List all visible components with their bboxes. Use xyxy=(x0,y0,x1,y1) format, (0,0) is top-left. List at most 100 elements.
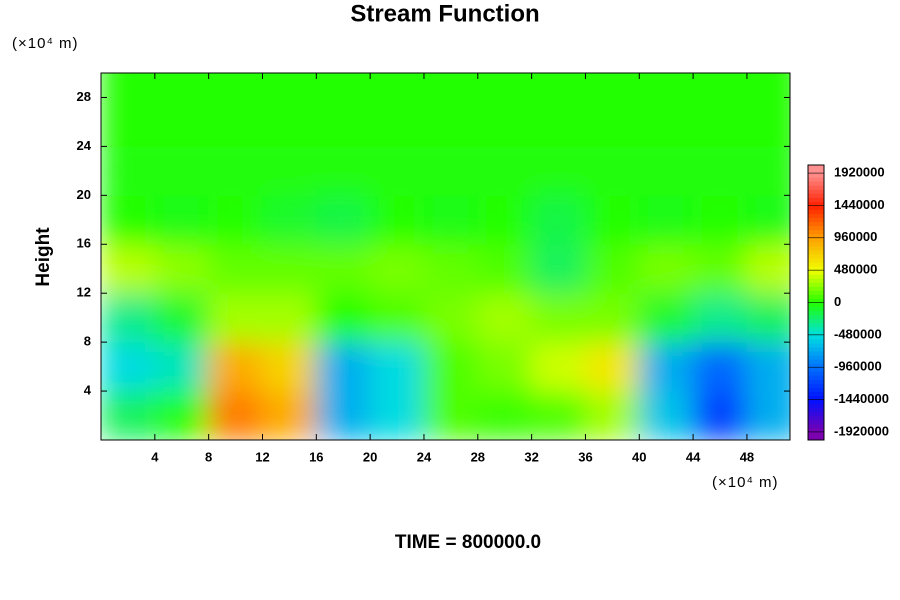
contour-cell xyxy=(423,194,479,245)
contour-cell xyxy=(477,243,533,294)
contour-cell xyxy=(692,194,748,245)
contour-cell xyxy=(315,73,371,98)
colorbar-band xyxy=(808,383,824,388)
contour-cell xyxy=(477,96,533,147)
contour-cell xyxy=(638,341,694,392)
colorbar-band xyxy=(808,367,824,372)
colorbar-band xyxy=(808,338,824,344)
contour-cell xyxy=(531,194,586,245)
contour-cell xyxy=(477,145,533,196)
y-tick-label: 8 xyxy=(84,334,91,349)
colorbar-tick-label: 480000 xyxy=(834,262,877,277)
contour-cell xyxy=(154,292,210,343)
contour-cell xyxy=(154,341,210,392)
colorbar-band xyxy=(808,237,824,243)
contour-cell xyxy=(477,292,533,343)
colorbar-band xyxy=(808,249,824,255)
colorbar-band xyxy=(808,355,824,360)
contour-cell xyxy=(746,96,790,147)
contour-cell xyxy=(477,194,533,245)
contour-cell xyxy=(315,96,371,147)
contour-cell xyxy=(692,243,748,294)
colorbar-band xyxy=(808,330,824,336)
contour-cell xyxy=(315,243,371,294)
contour-cell xyxy=(208,73,263,98)
plot-area xyxy=(101,73,790,440)
contour-cell xyxy=(423,292,479,343)
colorbar-band xyxy=(808,266,824,271)
contour-cell xyxy=(315,145,371,196)
colorbar-band xyxy=(808,306,824,312)
colorbar-band xyxy=(808,375,824,380)
contour-cell xyxy=(208,194,263,245)
chart-title: Stream Function xyxy=(350,0,539,27)
colorbar-band xyxy=(808,165,824,170)
colorbar-band xyxy=(808,177,824,182)
colorbar-tick-label: 960000 xyxy=(834,229,877,244)
colorbar-band xyxy=(808,391,824,397)
contour-cell xyxy=(477,73,533,98)
colorbar-band xyxy=(808,395,824,401)
contour-cell xyxy=(746,73,790,98)
contour-cell xyxy=(531,341,586,392)
x-tick-label: 28 xyxy=(471,449,485,464)
contour-cell xyxy=(423,96,479,147)
y-tick-label: 24 xyxy=(77,138,92,153)
contour-cell xyxy=(154,194,210,245)
contour-cell xyxy=(101,292,156,343)
y-axis-label: Height xyxy=(33,227,54,287)
colorbar-band xyxy=(808,278,824,283)
contour-cell xyxy=(208,243,263,294)
colorbar-band xyxy=(808,431,824,437)
contour-cell xyxy=(746,390,790,440)
contour-cell xyxy=(101,194,156,245)
x-unit: (×10⁴ m) xyxy=(712,474,779,491)
contour-cell xyxy=(261,194,317,245)
x-tick-label: 16 xyxy=(309,449,323,464)
contour-cell xyxy=(261,96,317,147)
contour-cell xyxy=(638,390,694,440)
contour-cell xyxy=(531,292,586,343)
colorbar-band xyxy=(808,258,824,263)
colorbar-band xyxy=(808,290,824,295)
contour-cell xyxy=(692,73,748,98)
colorbar-band xyxy=(808,415,824,421)
contour-cell xyxy=(315,194,371,245)
contour-cell xyxy=(531,96,586,147)
contour-cell xyxy=(261,341,317,392)
contour-cell xyxy=(531,73,586,98)
contour-cell xyxy=(638,292,694,343)
colorbar-band xyxy=(808,403,824,409)
contour-cell xyxy=(208,96,263,147)
contour-cell xyxy=(638,194,694,245)
y-tick-label: 28 xyxy=(77,89,91,104)
colorbar-band xyxy=(808,197,824,202)
contour-cell xyxy=(369,194,425,245)
x-tick-label: 40 xyxy=(632,449,646,464)
contour-cell xyxy=(692,341,748,392)
colorbar-band xyxy=(808,411,824,417)
x-tick-label: 24 xyxy=(417,449,432,464)
colorbar-band xyxy=(808,342,824,348)
y-unit: (×10⁴ m) xyxy=(12,35,79,52)
contour-cell xyxy=(208,292,263,343)
colorbar-band xyxy=(808,314,824,320)
contour-cell xyxy=(101,390,156,440)
contour-cell xyxy=(477,341,533,392)
contour-cell xyxy=(531,145,586,196)
y-tick-label: 16 xyxy=(77,236,91,251)
colorbar-band xyxy=(808,233,824,239)
colorbar-tick-label: 0 xyxy=(834,294,841,309)
contour-cell xyxy=(154,73,210,98)
colorbar-band xyxy=(808,205,824,210)
colorbar-band xyxy=(808,427,824,433)
colorbar-band xyxy=(808,363,824,368)
colorbar-band xyxy=(808,318,824,324)
colorbar-band xyxy=(808,371,824,376)
contour-cell xyxy=(101,96,156,147)
contour-cell xyxy=(584,73,640,98)
colorbar-tick-label: 1920000 xyxy=(834,165,885,180)
colorbar-band xyxy=(808,189,824,194)
colorbar-band xyxy=(808,173,824,178)
colorbar-band xyxy=(808,435,824,441)
